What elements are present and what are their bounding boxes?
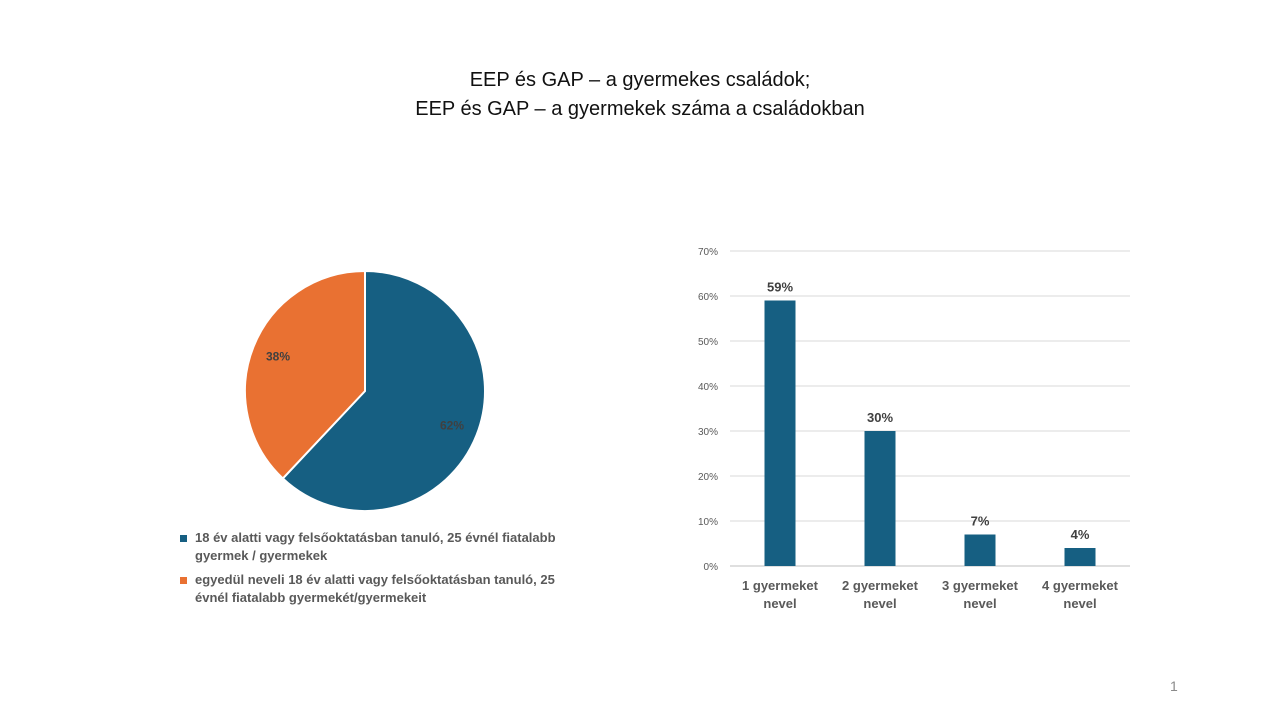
x-category-label-1: 2 gyermeket nevel <box>842 578 919 611</box>
legend-label-children: 18 év alatti vagy felsőoktatásban tanuló… <box>195 530 556 563</box>
x-category-label-3: 4 gyermeket nevel <box>1042 578 1119 611</box>
slide-title: EEP és GAP – a gyermekes családok; EEP é… <box>0 66 1280 124</box>
page-number: 1 <box>1170 678 1178 694</box>
title-line-2: EEP és GAP – a gyermekek száma a családo… <box>415 98 865 120</box>
y-tick-label-0: 0% <box>704 562 719 573</box>
bar-0 <box>764 300 796 566</box>
pie-slice-0 <box>281 269 486 512</box>
y-tick-label-3: 30% <box>698 427 718 438</box>
bar-1 <box>864 431 896 566</box>
bar-data-label-3: 4% <box>1071 527 1090 542</box>
bar-chart: 0% 10% 20% 30% 40% 50% 60% 70% 59% 1 gyermeket nev… <box>698 247 1130 611</box>
legend-swatch-children <box>180 535 187 542</box>
y-tick-label-7: 70% <box>698 247 718 258</box>
pie-chart: 62% 38% <box>243 269 486 512</box>
pie-slice-1 <box>243 269 366 480</box>
legend-item-single-parent: egyedül neveli 18 év alatti vagy felsőok… <box>176 571 586 607</box>
title-line-1: EEP és GAP – a gyermekes családok; <box>469 69 811 91</box>
y-tick-label-2: 20% <box>698 472 718 483</box>
bar-data-label-1: 30% <box>867 410 893 425</box>
pie-data-label-1: 38% <box>266 350 290 364</box>
y-tick-label-1: 10% <box>698 517 718 528</box>
bar-data-label-0: 59% <box>767 280 793 295</box>
y-tick-label-4: 40% <box>698 382 718 393</box>
legend-label-single-parent: egyedül neveli 18 év alatti vagy felsőok… <box>195 572 555 605</box>
bar-2 <box>964 534 996 566</box>
y-tick-label-6: 60% <box>698 292 718 303</box>
pie-data-label-0: 62% <box>440 419 464 433</box>
legend-item-children: 18 év alatti vagy felsőoktatásban tanuló… <box>176 529 586 565</box>
bar-3 <box>1064 548 1096 566</box>
pie-legend: 18 év alatti vagy felsőoktatásban tanuló… <box>176 529 586 613</box>
y-tick-label-5: 50% <box>698 337 718 348</box>
legend-swatch-single-parent <box>180 577 187 584</box>
x-category-label-0: 1 gyermeket nevel <box>742 578 819 611</box>
bar-data-label-2: 7% <box>971 514 990 529</box>
x-category-label-2: 3 gyermeket nevel <box>942 578 1019 611</box>
